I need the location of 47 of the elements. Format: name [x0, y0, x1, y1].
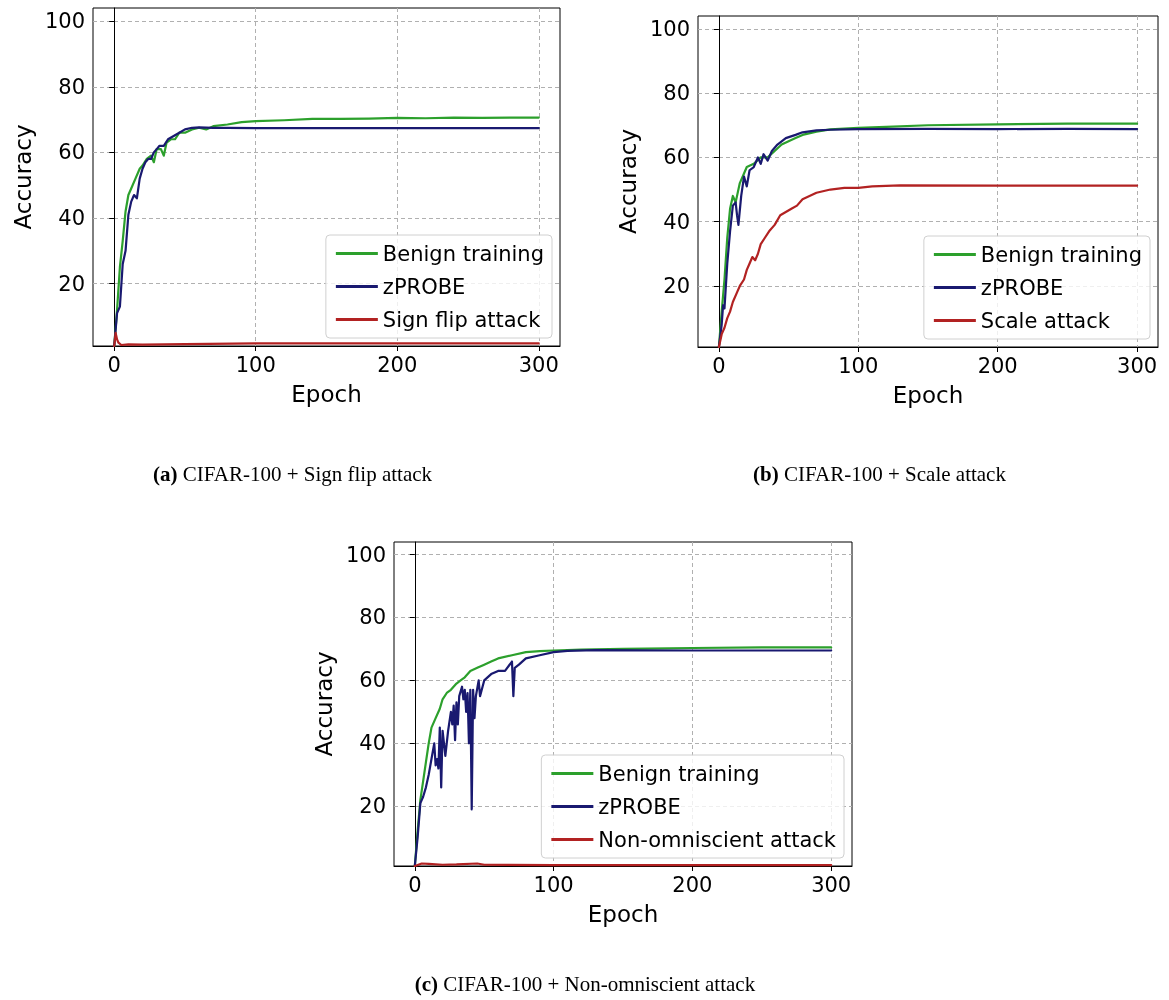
text: (c) CIFAR-100 + Non-omniscient attack [414, 971, 756, 996]
y-tick-label: 20 [58, 271, 85, 296]
x-tick-label: 300 [1117, 353, 1158, 378]
y-axis-title: Accuracy [310, 651, 337, 757]
x-tick-label: 200 [377, 352, 418, 377]
y-tick-label: 60 [58, 140, 85, 165]
x-axis-title: Epoch [587, 900, 659, 927]
x-tick-label: 100 [235, 352, 276, 377]
legend-label: Benign training [980, 242, 1142, 267]
y-tick-label: 100 [44, 9, 85, 34]
x-tick-label: 300 [518, 352, 559, 377]
x-tick-label: 100 [533, 872, 574, 897]
x-tick-label: 0 [712, 353, 726, 378]
y-tick-label: 80 [359, 605, 386, 630]
y-tick-label: 20 [359, 794, 386, 819]
legend-label: Sign flip attack [382, 307, 542, 332]
y-axis-title: Accuracy [614, 128, 641, 235]
y-tick-label: 80 [58, 74, 85, 99]
y-tick-label: 20 [663, 273, 690, 298]
legend-label: Non-omniscient attack [598, 827, 837, 852]
y-axis-title: Accuracy [9, 124, 36, 230]
line-series [717, 184, 1139, 349]
y-tick-label: 80 [663, 81, 690, 106]
legend-label: Benign training [598, 761, 760, 786]
line-series [113, 331, 540, 348]
x-tick-label: 0 [107, 352, 121, 377]
legend-label: Benign training [382, 241, 544, 266]
y-tick-label: 40 [663, 209, 690, 234]
legend-label: Scale attack [980, 308, 1111, 333]
y-tick-label: 100 [649, 16, 690, 41]
legend-label: zPROBE [598, 794, 681, 819]
y-tick-label: 40 [58, 206, 85, 231]
x-tick-label: 200 [672, 872, 713, 897]
x-tick-label: 100 [838, 353, 879, 378]
x-axis-title: Epoch [892, 381, 964, 408]
x-tick-label: 200 [977, 353, 1018, 378]
x-tick-label: 300 [811, 872, 852, 897]
text: (a) CIFAR-100 + Sign flip attack [152, 461, 433, 486]
legend-label: zPROBE [382, 274, 466, 299]
y-tick-label: 40 [359, 731, 386, 756]
x-tick-label: 0 [408, 872, 422, 897]
y-tick-label: 100 [345, 542, 386, 567]
x-axis-title: Epoch [291, 380, 362, 407]
legend-label: zPROBE [980, 275, 1064, 300]
y-tick-label: 60 [663, 145, 690, 170]
text: (b) CIFAR-100 + Scale attack [753, 461, 1007, 486]
y-tick-label: 60 [359, 668, 386, 693]
